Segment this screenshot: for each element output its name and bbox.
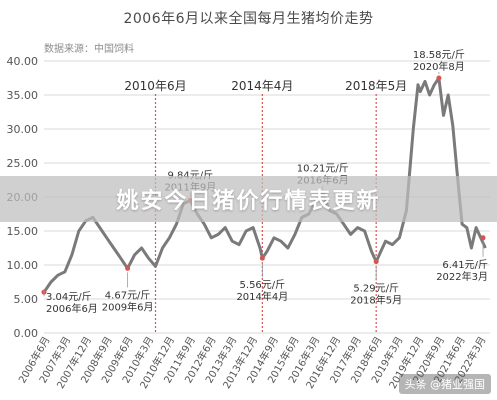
chart-title: 2006年6月以来全国每月生猪均价走势 <box>123 11 374 27</box>
annotation-price: 5.56元/斤 <box>240 279 286 291</box>
annotation-point <box>259 255 265 261</box>
annotation-price: 3.04元/斤 <box>46 291 92 303</box>
event-label: 2018年5月 <box>345 79 407 93</box>
annotation-price: 10.21元/斤 <box>297 163 349 175</box>
annotation-price: 18.58元/斤 <box>413 49 465 61</box>
annotation-point <box>373 259 379 265</box>
watermark: 头条 @猪业强国 <box>398 374 491 394</box>
annotation-date: 2006年6月 <box>46 302 98 315</box>
annotation-point <box>480 235 486 241</box>
annotation-price: 4.67元/斤 <box>105 289 151 301</box>
event-label: 2014年4月 <box>231 79 293 93</box>
y-tick-label: 35.00 <box>7 89 39 102</box>
y-tick-label: 5.00 <box>14 293 39 306</box>
annotation-point <box>125 265 131 271</box>
chart-source: 数据来源：中国饲料 <box>44 44 134 55</box>
annotation-point <box>436 75 442 81</box>
price-series-line <box>42 76 487 294</box>
y-tick-label: 15.00 <box>7 225 39 238</box>
y-tick-label: 25.00 <box>7 157 39 170</box>
annotation-date: 2022年3月 <box>436 270 488 283</box>
headline-banner: 姚安今日猪价行情表更新 <box>0 176 497 222</box>
annotation-date: 2020年8月 <box>413 60 465 73</box>
headline-text: 姚安今日猪价行情表更新 <box>116 189 381 214</box>
y-tick-label: 40.00 <box>7 55 39 68</box>
event-label: 2010年6月 <box>124 79 186 93</box>
annotation-date: 2009年6月 <box>102 300 154 313</box>
y-tick-label: 0.00 <box>14 327 39 340</box>
annotation-date: 2014年4月 <box>236 290 288 303</box>
y-tick-label: 30.00 <box>7 123 39 136</box>
annotation-price: 5.29元/斤 <box>353 283 399 295</box>
annotation-date: 2018年5月 <box>350 294 402 307</box>
y-tick-label: 10.00 <box>7 259 39 272</box>
annotation-price: 6.41元/斤 <box>442 259 488 271</box>
